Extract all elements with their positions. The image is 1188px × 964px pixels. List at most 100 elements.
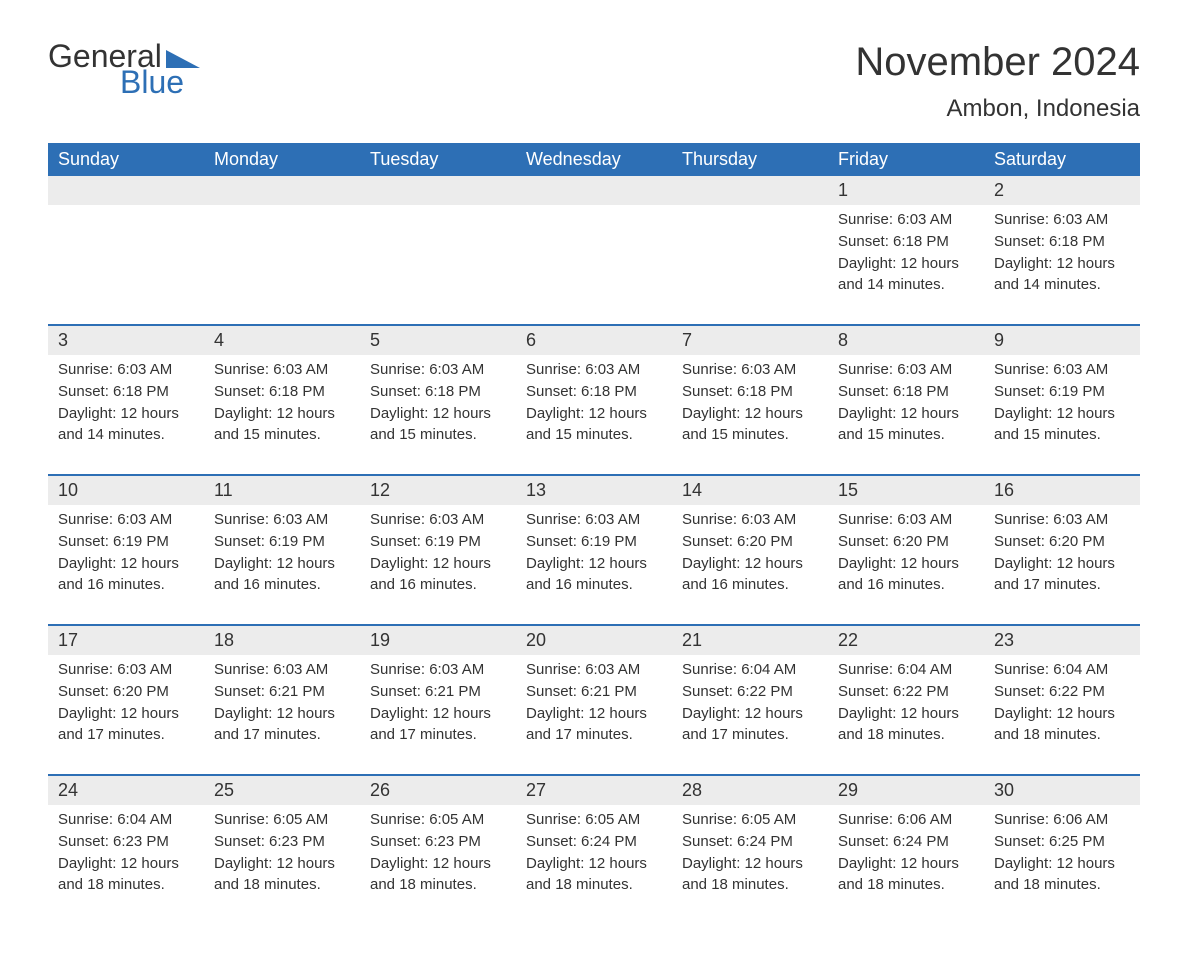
day-content-row: Sunrise: 6:03 AMSunset: 6:19 PMDaylight:… (48, 505, 1140, 624)
day-cell: Sunrise: 6:04 AMSunset: 6:22 PMDaylight:… (984, 655, 1140, 774)
sunset-text: Sunset: 6:24 PM (682, 831, 818, 853)
sunrise-text: Sunrise: 6:03 AM (370, 509, 506, 531)
day-cell: Sunrise: 6:03 AMSunset: 6:19 PMDaylight:… (204, 505, 360, 624)
sunset-text: Sunset: 6:20 PM (994, 531, 1130, 553)
daylight-text: Daylight: 12 hours and 17 minutes. (370, 703, 506, 747)
daylight-text: Daylight: 12 hours and 16 minutes. (526, 553, 662, 597)
day-number: 14 (672, 476, 828, 505)
day-number: 3 (48, 326, 204, 355)
day-number: 13 (516, 476, 672, 505)
day-cell: Sunrise: 6:03 AMSunset: 6:20 PMDaylight:… (828, 505, 984, 624)
sunrise-text: Sunrise: 6:03 AM (682, 359, 818, 381)
day-cell: Sunrise: 6:05 AMSunset: 6:24 PMDaylight:… (516, 805, 672, 924)
day-cell: Sunrise: 6:03 AMSunset: 6:20 PMDaylight:… (48, 655, 204, 774)
daylight-text: Daylight: 12 hours and 18 minutes. (994, 703, 1130, 747)
sunrise-text: Sunrise: 6:04 AM (682, 659, 818, 681)
day-number-row: 10111213141516 (48, 476, 1140, 505)
sunset-text: Sunset: 6:21 PM (526, 681, 662, 703)
day-cell: Sunrise: 6:03 AMSunset: 6:18 PMDaylight:… (828, 355, 984, 474)
sunset-text: Sunset: 6:18 PM (526, 381, 662, 403)
sunrise-text: Sunrise: 6:03 AM (370, 359, 506, 381)
day-content-row: Sunrise: 6:03 AMSunset: 6:18 PMDaylight:… (48, 355, 1140, 474)
day-cell: Sunrise: 6:03 AMSunset: 6:19 PMDaylight:… (516, 505, 672, 624)
sunrise-text: Sunrise: 6:06 AM (994, 809, 1130, 831)
sunrise-text: Sunrise: 6:05 AM (526, 809, 662, 831)
sunrise-text: Sunrise: 6:03 AM (58, 509, 194, 531)
sunrise-text: Sunrise: 6:03 AM (58, 359, 194, 381)
day-number: 1 (828, 176, 984, 205)
header: General Blue November 2024 Ambon, Indone… (48, 40, 1140, 123)
sunset-text: Sunset: 6:25 PM (994, 831, 1130, 853)
day-number: 6 (516, 326, 672, 355)
sunrise-text: Sunrise: 6:03 AM (526, 659, 662, 681)
daylight-text: Daylight: 12 hours and 18 minutes. (994, 853, 1130, 897)
sunrise-text: Sunrise: 6:04 AM (58, 809, 194, 831)
day-cell: Sunrise: 6:03 AMSunset: 6:18 PMDaylight:… (984, 205, 1140, 324)
day-number: 29 (828, 776, 984, 805)
sunset-text: Sunset: 6:22 PM (994, 681, 1130, 703)
sunset-text: Sunset: 6:18 PM (58, 381, 194, 403)
daylight-text: Daylight: 12 hours and 15 minutes. (214, 403, 350, 447)
day-cell: Sunrise: 6:03 AMSunset: 6:18 PMDaylight:… (204, 355, 360, 474)
sunrise-text: Sunrise: 6:05 AM (682, 809, 818, 831)
day-cell: Sunrise: 6:05 AMSunset: 6:23 PMDaylight:… (360, 805, 516, 924)
day-number: 12 (360, 476, 516, 505)
day-number: 11 (204, 476, 360, 505)
daylight-text: Daylight: 12 hours and 14 minutes. (994, 253, 1130, 297)
calendar: Sunday Monday Tuesday Wednesday Thursday… (48, 143, 1140, 924)
day-number (204, 176, 360, 205)
day-number: 4 (204, 326, 360, 355)
daylight-text: Daylight: 12 hours and 16 minutes. (682, 553, 818, 597)
week-block: 10111213141516Sunrise: 6:03 AMSunset: 6:… (48, 474, 1140, 624)
daylight-text: Daylight: 12 hours and 15 minutes. (838, 403, 974, 447)
day-number: 5 (360, 326, 516, 355)
day-number (516, 176, 672, 205)
sunset-text: Sunset: 6:22 PM (838, 681, 974, 703)
day-cell: Sunrise: 6:03 AMSunset: 6:21 PMDaylight:… (516, 655, 672, 774)
sunset-text: Sunset: 6:24 PM (838, 831, 974, 853)
day-number: 7 (672, 326, 828, 355)
title-block: November 2024 Ambon, Indonesia (855, 40, 1140, 123)
daylight-text: Daylight: 12 hours and 16 minutes. (58, 553, 194, 597)
day-number: 17 (48, 626, 204, 655)
week-block: 24252627282930Sunrise: 6:04 AMSunset: 6:… (48, 774, 1140, 924)
sunset-text: Sunset: 6:18 PM (682, 381, 818, 403)
sunrise-text: Sunrise: 6:03 AM (526, 509, 662, 531)
sunrise-text: Sunrise: 6:03 AM (370, 659, 506, 681)
day-number: 22 (828, 626, 984, 655)
sunrise-text: Sunrise: 6:03 AM (214, 659, 350, 681)
day-number: 20 (516, 626, 672, 655)
weekday-header: Wednesday (516, 143, 672, 176)
day-number: 25 (204, 776, 360, 805)
daylight-text: Daylight: 12 hours and 18 minutes. (526, 853, 662, 897)
sunset-text: Sunset: 6:19 PM (370, 531, 506, 553)
daylight-text: Daylight: 12 hours and 15 minutes. (682, 403, 818, 447)
day-cell: Sunrise: 6:06 AMSunset: 6:24 PMDaylight:… (828, 805, 984, 924)
daylight-text: Daylight: 12 hours and 18 minutes. (838, 703, 974, 747)
sunset-text: Sunset: 6:23 PM (214, 831, 350, 853)
sunrise-text: Sunrise: 6:05 AM (214, 809, 350, 831)
weeks-container: 12Sunrise: 6:03 AMSunset: 6:18 PMDayligh… (48, 176, 1140, 924)
sunset-text: Sunset: 6:21 PM (370, 681, 506, 703)
day-cell: Sunrise: 6:03 AMSunset: 6:18 PMDaylight:… (48, 355, 204, 474)
daylight-text: Daylight: 12 hours and 18 minutes. (838, 853, 974, 897)
sunrise-text: Sunrise: 6:03 AM (214, 359, 350, 381)
day-number-row: 3456789 (48, 326, 1140, 355)
day-cell: Sunrise: 6:03 AMSunset: 6:21 PMDaylight:… (204, 655, 360, 774)
sunrise-text: Sunrise: 6:03 AM (838, 359, 974, 381)
day-cell (360, 205, 516, 324)
day-cell: Sunrise: 6:03 AMSunset: 6:19 PMDaylight:… (48, 505, 204, 624)
day-cell: Sunrise: 6:03 AMSunset: 6:18 PMDaylight:… (360, 355, 516, 474)
daylight-text: Daylight: 12 hours and 15 minutes. (526, 403, 662, 447)
day-number: 15 (828, 476, 984, 505)
location-label: Ambon, Indonesia (855, 95, 1140, 123)
sunrise-text: Sunrise: 6:03 AM (682, 509, 818, 531)
day-cell (516, 205, 672, 324)
sunset-text: Sunset: 6:21 PM (214, 681, 350, 703)
sunrise-text: Sunrise: 6:03 AM (58, 659, 194, 681)
sunrise-text: Sunrise: 6:03 AM (214, 509, 350, 531)
day-content-row: Sunrise: 6:04 AM Sunset: 6:23 PM Daylight:… (48, 805, 1140, 924)
day-number (672, 176, 828, 205)
day-number: 23 (984, 626, 1140, 655)
day-cell: Sunrise: 6:03 AMSunset: 6:19 PMDaylight:… (360, 505, 516, 624)
